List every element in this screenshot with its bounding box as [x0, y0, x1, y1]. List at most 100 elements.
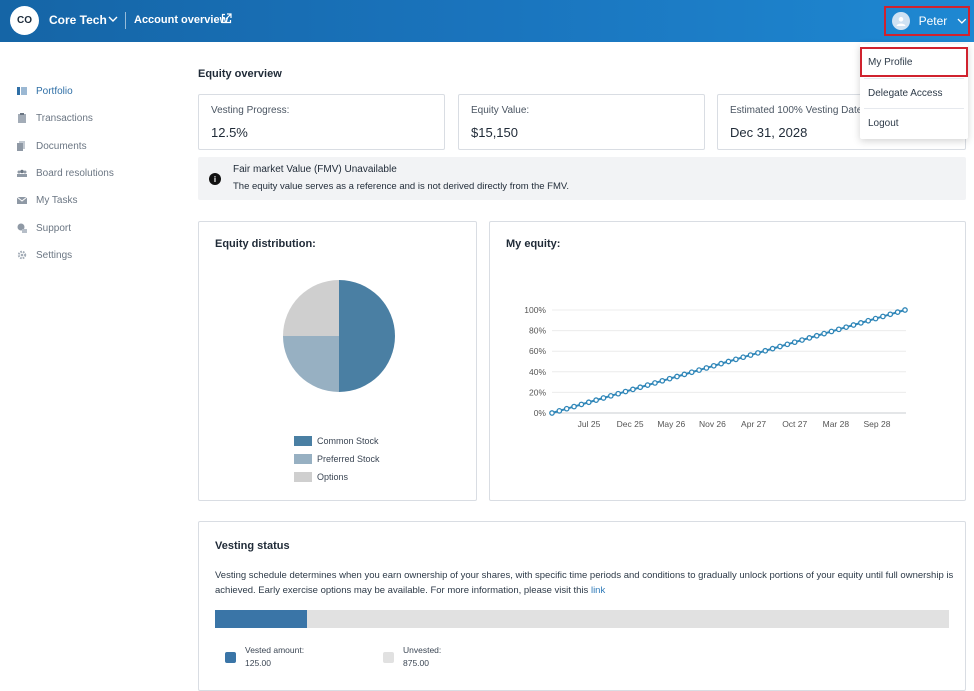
data-point[interactable]: [607, 392, 614, 399]
data-point[interactable]: [887, 311, 894, 318]
legend-item-options[interactable]: Options: [294, 472, 348, 482]
my-equity-card: My equity: 0% 20% 40% 60% 80% 100% Jul 25 Dec 2…: [489, 221, 966, 501]
line-chart: 0% 20% 40% 60% 80% 100% Jul 25 Dec 25 May 26 Nov …: [524, 305, 908, 429]
equity-distribution-card: Equity distribution: Common Stock Prefer…: [198, 221, 477, 501]
legend-label: Options: [317, 472, 349, 482]
equity-value-value: $15,150: [471, 125, 518, 140]
info-icon: i: [209, 173, 221, 185]
portfolio-icon: [17, 87, 27, 95]
legend-item-common-stock[interactable]: Common Stock: [294, 436, 379, 446]
data-point[interactable]: [593, 397, 599, 403]
data-point[interactable]: [865, 317, 872, 324]
my-equity-title: My equity:: [506, 238, 561, 250]
data-point[interactable]: [681, 371, 688, 378]
menu-item-delegate-access[interactable]: Delegate Access: [868, 87, 943, 99]
data-point[interactable]: [880, 313, 886, 320]
chevron-down-icon: [957, 18, 967, 24]
x-tick-label: May 26: [657, 419, 685, 429]
menu-item-logout[interactable]: Logout: [868, 117, 899, 129]
sidebar-item-settings[interactable]: Settings: [17, 247, 72, 263]
sidebar-item-documents[interactable]: Documents: [17, 138, 87, 154]
data-point[interactable]: [563, 405, 570, 412]
data-point[interactable]: [622, 388, 629, 395]
company-logo[interactable]: CO: [10, 6, 39, 35]
data-point[interactable]: [571, 403, 577, 410]
data-point[interactable]: [747, 352, 754, 358]
sidebar-item-label: Portfolio: [36, 85, 73, 97]
sidebar-item-my-tasks[interactable]: My Tasks: [17, 192, 78, 208]
data-point[interactable]: [755, 350, 761, 356]
vesting-info-link[interactable]: link: [590, 585, 606, 596]
equity-value-card: Equity Value: $15,150: [458, 94, 705, 150]
chevron-down-icon[interactable]: [107, 13, 119, 25]
data-point[interactable]: [813, 332, 820, 339]
data-point[interactable]: [733, 356, 739, 363]
legend-swatch: [294, 436, 312, 446]
data-point[interactable]: [872, 315, 879, 322]
sidebar-item-board-resolutions[interactable]: Board resolutions: [17, 165, 114, 181]
data-point[interactable]: [777, 343, 783, 350]
pie-slice-preferred-stock[interactable]: [283, 336, 339, 392]
x-tick-label: Jul 25: [578, 419, 601, 429]
unvested-label: Unvested:: [403, 645, 442, 655]
data-point[interactable]: [806, 335, 813, 341]
vesting-status-card: Vesting status Vesting schedule determin…: [198, 521, 966, 691]
external-link-icon[interactable]: [221, 13, 232, 24]
data-point[interactable]: [828, 328, 835, 335]
data-point[interactable]: [710, 362, 717, 369]
menu-divider: [864, 78, 964, 79]
data-point[interactable]: [630, 386, 636, 393]
data-point[interactable]: [799, 337, 805, 343]
data-point[interactable]: [902, 307, 908, 313]
account-overview-link[interactable]: Account overview: [134, 14, 229, 26]
pie-chart: [283, 280, 395, 392]
equity-distribution-title: Equity distribution:: [215, 238, 316, 250]
data-point[interactable]: [578, 401, 585, 408]
data-point[interactable]: [784, 341, 791, 348]
sidebar-item-support[interactable]: Support: [17, 220, 71, 236]
data-point[interactable]: [652, 380, 658, 386]
menu-divider: [864, 108, 964, 109]
data-point[interactable]: [894, 309, 901, 315]
data-point[interactable]: [791, 339, 798, 346]
documents-icon: [17, 141, 25, 151]
data-point[interactable]: [740, 354, 747, 361]
data-point[interactable]: [769, 345, 776, 352]
data-point[interactable]: [615, 390, 622, 397]
data-point[interactable]: [585, 399, 592, 406]
equity-overview-title: Equity overview: [198, 68, 282, 80]
data-point[interactable]: [644, 382, 651, 388]
data-point[interactable]: [703, 365, 710, 371]
menu-item-my-profile[interactable]: My Profile: [860, 47, 968, 77]
data-point[interactable]: [821, 330, 827, 337]
data-point[interactable]: [637, 384, 644, 391]
data-point[interactable]: [674, 373, 680, 380]
data-point[interactable]: [556, 408, 563, 414]
user-menu-button[interactable]: Peter: [884, 6, 970, 36]
data-point[interactable]: [688, 369, 695, 376]
company-name[interactable]: Core Tech: [49, 13, 107, 27]
pie-slice-options[interactable]: [283, 280, 339, 336]
data-point[interactable]: [696, 367, 702, 373]
data-point[interactable]: [666, 375, 673, 382]
data-point[interactable]: [549, 410, 555, 416]
legend-item-preferred-stock[interactable]: Preferred Stock: [294, 454, 380, 464]
data-point[interactable]: [835, 326, 842, 333]
sidebar-item-portfolio[interactable]: Portfolio: [17, 83, 73, 99]
data-point[interactable]: [762, 347, 769, 354]
data-point[interactable]: [858, 320, 864, 326]
data-point[interactable]: [850, 322, 857, 328]
sidebar-item-transactions[interactable]: Transactions: [17, 110, 93, 126]
legend-label: Preferred Stock: [317, 454, 380, 464]
notice-text: The equity value serves as a reference a…: [233, 181, 570, 192]
data-point[interactable]: [843, 324, 850, 331]
data-point[interactable]: [718, 360, 724, 367]
y-tick-label: 40%: [529, 367, 546, 377]
vesting-description: Vesting schedule determines when you ear…: [215, 568, 959, 598]
legend-swatch: [294, 454, 312, 464]
data-point[interactable]: [725, 358, 732, 365]
pie-slice-common-stock[interactable]: [339, 280, 395, 392]
data-point[interactable]: [600, 395, 607, 401]
data-point[interactable]: [659, 377, 666, 384]
envelope-icon: [17, 196, 27, 204]
